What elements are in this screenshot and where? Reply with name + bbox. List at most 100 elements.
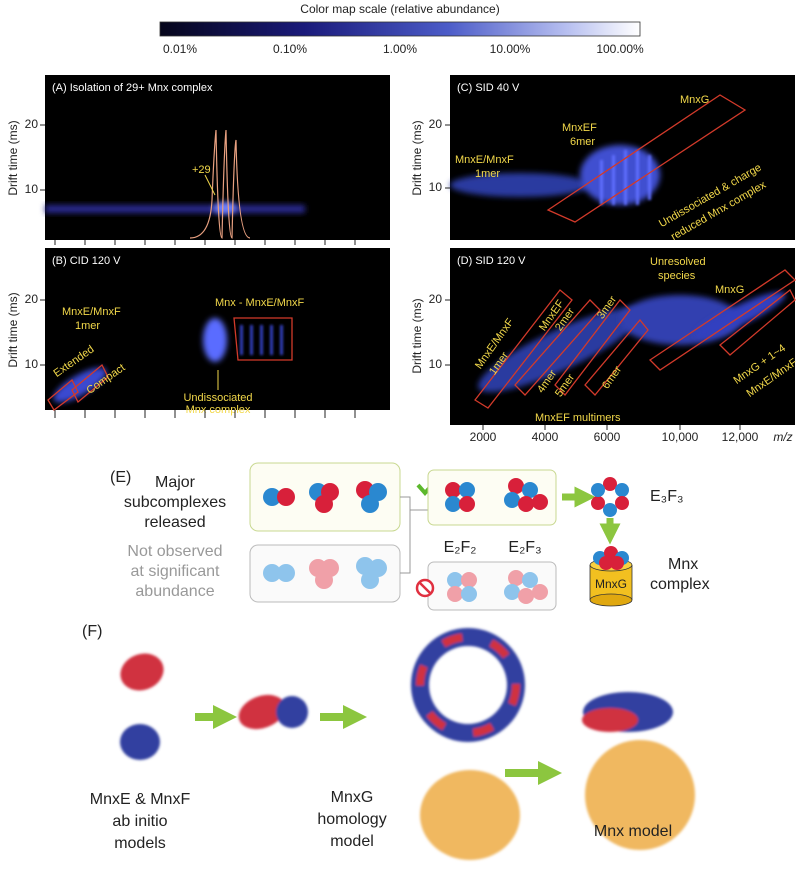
- colorbar-tick: 100.00%: [596, 42, 644, 56]
- annotation: MnxG: [680, 94, 709, 106]
- shape-path: [47, 378, 79, 411]
- shape-circle: [504, 584, 520, 600]
- shape-g: [600, 150, 651, 205]
- x-tick: 6000: [594, 430, 621, 444]
- shape-circle: [508, 478, 524, 494]
- shape-circle: [518, 496, 534, 512]
- shape-circle: [361, 495, 379, 513]
- shape-path: [233, 317, 293, 361]
- x-tick: 10,000: [662, 430, 699, 444]
- shape-circle: [603, 477, 617, 491]
- shape-path: [584, 318, 649, 396]
- panel-c: (C) SID 40 V MnxE/MnxF 1mer MnxEF 6mer M…: [410, 75, 795, 243]
- shape-circle: [315, 495, 333, 513]
- shape-path: [719, 288, 796, 356]
- colorbar-tick: 0.01%: [163, 42, 197, 56]
- annotation: species: [658, 270, 696, 282]
- y-tick: 10: [25, 357, 39, 371]
- shape-rect: [270, 325, 273, 355]
- shape-rect: [45, 75, 390, 240]
- protein-structures: [120, 628, 695, 860]
- annotation: Mnx complex: [186, 404, 251, 416]
- shape-path: [648, 269, 797, 371]
- shape-path: [189, 129, 251, 239]
- shape-circle: [599, 556, 613, 570]
- panel-title: (D) SID 120 V: [457, 255, 526, 267]
- shape-circle: [459, 496, 475, 512]
- y-tick: 10: [25, 182, 39, 196]
- shape-ellipse: [582, 708, 638, 732]
- molecules: [445, 478, 548, 512]
- shape-circle: [591, 496, 605, 510]
- shape-circle: [603, 503, 617, 517]
- panel-title: (C) SID 40 V: [457, 82, 520, 94]
- y-tick: 20: [25, 117, 39, 131]
- shape-circle: [447, 572, 463, 588]
- panel-label: (E): [110, 469, 131, 486]
- label: released: [144, 514, 205, 531]
- shape-g: [240, 325, 283, 355]
- shape-circle: [461, 572, 477, 588]
- label: abundance: [135, 583, 214, 600]
- shape-rect: [612, 155, 615, 205]
- shape-circle: [504, 492, 520, 508]
- label: Not observed: [127, 543, 222, 560]
- annotation: MnxEF multimers: [535, 412, 621, 424]
- annotation: Mnx - MnxE/MnxF: [215, 297, 305, 309]
- x-tick: 4000: [532, 430, 559, 444]
- annotation: MnxEF: [562, 122, 597, 134]
- annotation: MnxE/MnxF: [455, 154, 514, 166]
- shape-circle: [361, 571, 379, 589]
- shape-line: [418, 581, 432, 595]
- panel-f: (F) MnxE & MnxF ab initio models MnxG ho…: [82, 623, 695, 860]
- label: subcomplexes: [124, 494, 226, 511]
- shape-rect: [45, 205, 305, 213]
- shape-rect: [280, 325, 283, 355]
- annotation: MnxG: [715, 284, 744, 296]
- shape-ellipse: [694, 292, 786, 338]
- shape-circle: [461, 586, 477, 602]
- shape-rect: [159, 21, 641, 37]
- shape-ellipse: [276, 696, 308, 728]
- molecules: [263, 481, 387, 589]
- shape-circle: [615, 483, 629, 497]
- x-tick: 12,000: [722, 430, 759, 444]
- molecules: [447, 570, 548, 604]
- label: at significant: [131, 563, 220, 580]
- label: Major: [155, 474, 196, 491]
- shape-circle: [277, 488, 295, 506]
- axis-ticks: [54, 240, 741, 430]
- panel-a: +29 (A) Isolation of 29+ Mnx complex Dri…: [6, 75, 390, 240]
- shape-circle: [447, 586, 463, 602]
- shape-circle: [615, 496, 629, 510]
- shape-circle: [445, 482, 461, 498]
- shape-rect: [260, 325, 263, 355]
- panel-title: (B) CID 120 V: [52, 255, 121, 267]
- panel-d: (D) SID 120 V MnxE/MnxF 1mer MnxEF 2mer …: [410, 248, 800, 444]
- annotation: Unresolved: [650, 256, 706, 268]
- shape-line: [204, 174, 216, 196]
- peak-label: +29: [192, 164, 211, 176]
- colorbar-title: Color map scale (relative abundance): [300, 2, 499, 16]
- shape-circle: [315, 571, 333, 589]
- colorbar: Color map scale (relative abundance) 0.0…: [159, 2, 644, 56]
- shape-ellipse: [53, 367, 107, 403]
- annotation: MnxE/MnxF: [62, 306, 121, 318]
- shape-ellipse: [477, 307, 643, 393]
- shape-path: [546, 94, 747, 223]
- shape-rect: [600, 160, 603, 205]
- shape-circle: [522, 482, 538, 498]
- shape-circle: [263, 564, 281, 582]
- label: Mnx model: [594, 823, 672, 840]
- x-tick: 2000: [470, 430, 497, 444]
- label: ab initio: [112, 813, 167, 830]
- label: E₂F₂: [444, 539, 477, 556]
- label: E₂F₃: [508, 539, 541, 556]
- label: models: [114, 835, 166, 852]
- annotation: 1mer: [475, 168, 500, 180]
- shape-ellipse: [203, 318, 227, 362]
- shape-rect: [240, 325, 243, 355]
- shape-circle: [508, 570, 524, 586]
- shape-ellipse: [585, 740, 695, 850]
